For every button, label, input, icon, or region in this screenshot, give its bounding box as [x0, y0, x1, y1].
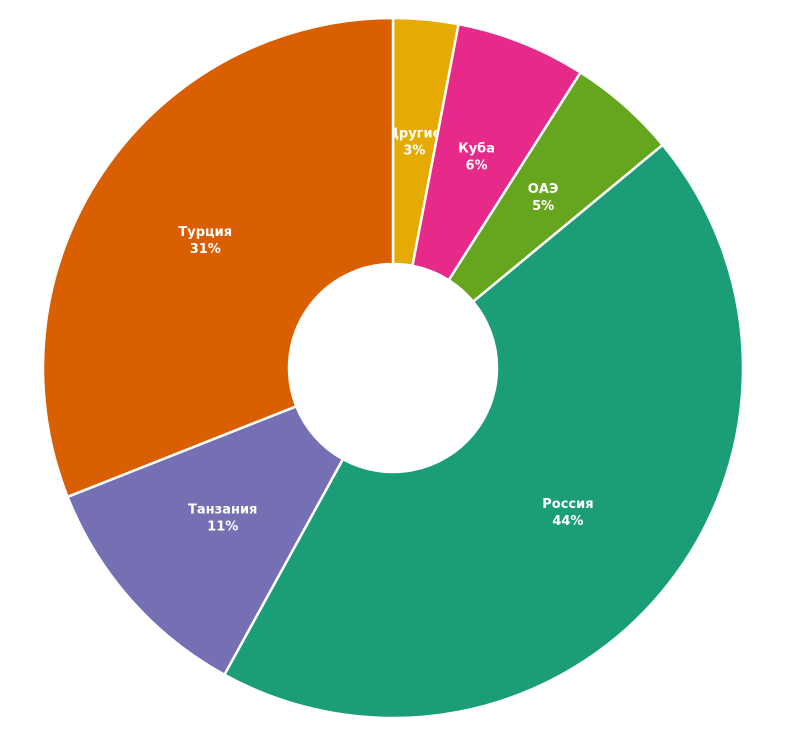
slice-value-label: 31% [190, 242, 221, 257]
slice-label: Турция [178, 225, 232, 240]
slice-label: ОАЭ [528, 182, 559, 197]
slice-value-label: 5% [532, 199, 554, 214]
slice-label: Танзания [188, 503, 257, 518]
donut-slice [41, 16, 395, 499]
slice-value-label: 6% [466, 158, 488, 173]
donut-slice [65, 404, 345, 677]
slice-value-label: 3% [403, 144, 425, 159]
slice-label: Куба [458, 141, 495, 156]
slice-label: Россия [542, 497, 593, 512]
slice-value-label: 44% [552, 514, 583, 529]
slice-value-label: 11% [207, 520, 238, 535]
donut-slice [222, 143, 745, 720]
slice-label: Другие [387, 127, 441, 142]
